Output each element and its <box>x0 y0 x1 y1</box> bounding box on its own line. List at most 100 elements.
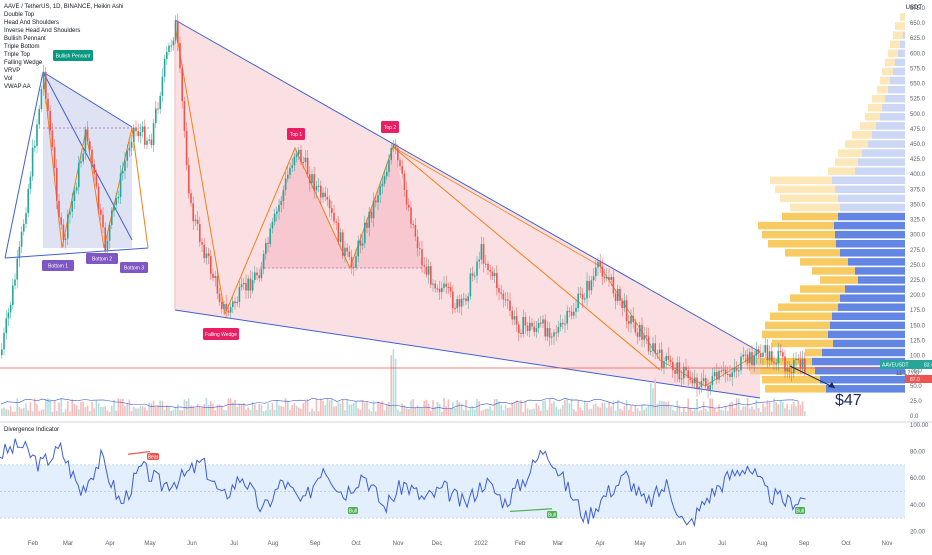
profile-bar-buy <box>836 239 905 248</box>
candle-body <box>753 355 755 366</box>
candle-body <box>155 108 157 124</box>
candle-body <box>432 283 434 285</box>
volume-bar <box>128 399 131 416</box>
x-tick-label: Oct <box>841 541 851 547</box>
candle-body <box>449 286 452 292</box>
candle-body <box>581 294 584 300</box>
volume-bar <box>568 403 571 416</box>
candle-body <box>201 241 203 245</box>
candle-body <box>163 58 166 77</box>
candle-body <box>694 377 696 384</box>
x-tick-label: Mar <box>553 541 563 547</box>
legend-item-double-top[interactable]: Double Top <box>4 12 35 18</box>
volume-bar <box>788 409 791 416</box>
candle-body <box>548 328 551 338</box>
divergence-pane-title[interactable]: Divergence Indicator <box>4 427 60 433</box>
chart-title[interactable]: AAVE / TetherUS, 1D, BINANCE, Heikin Ash… <box>4 4 124 10</box>
x-tick-label: Jul <box>718 541 726 547</box>
candle-body <box>291 165 293 168</box>
candle-body <box>342 232 344 256</box>
candle-body <box>179 42 181 69</box>
legend-item-vwap[interactable]: VWAP AA <box>4 84 31 90</box>
candle-body <box>245 282 247 291</box>
volume-bar <box>212 403 214 416</box>
volume-bar <box>744 406 747 416</box>
price-tick-label: 350.0 <box>910 202 926 208</box>
candle-body <box>709 384 711 391</box>
volume-bar <box>320 398 322 416</box>
legend-item-vrvp[interactable]: VRVP <box>4 68 21 74</box>
volume-bar <box>139 406 142 416</box>
candle-body <box>590 280 593 291</box>
candle-body <box>641 324 643 340</box>
volume-bar <box>733 408 736 416</box>
profile-bar-buy <box>855 267 905 275</box>
candle-body <box>399 160 401 167</box>
profile-bar-buy <box>880 113 905 121</box>
volume-bar <box>471 405 474 416</box>
candle-body <box>124 160 126 171</box>
volume-bar <box>687 398 689 416</box>
price-tick-label: 675.0 <box>910 6 926 12</box>
candle-body <box>595 267 597 277</box>
volume-bar <box>425 399 428 416</box>
volume-bar <box>168 406 170 416</box>
volume-bar <box>276 400 278 416</box>
candle-body <box>298 149 300 155</box>
volume-bar <box>313 411 315 416</box>
legend-item-triple-top[interactable]: Triple Top <box>4 52 31 58</box>
profile-bar-sell <box>812 267 855 275</box>
profile-bar-buy <box>838 212 905 221</box>
legend-item-triple-bottom[interactable]: Triple Bottom <box>4 44 40 50</box>
candle-body <box>14 279 16 286</box>
candle-body <box>293 156 296 166</box>
candle-body <box>471 273 474 277</box>
candle-body <box>223 304 225 310</box>
profile-bar-sell <box>750 366 815 375</box>
profile-bar-buy <box>830 321 905 330</box>
volume-bar <box>498 401 500 416</box>
legend-item-inverse-head-shoulders[interactable]: Inverse Head And Shoulders <box>4 28 81 34</box>
price-tick-label: 25.0 <box>910 399 922 405</box>
candle-body <box>273 213 276 222</box>
legend-item-head-shoulders[interactable]: Head And Shoulders <box>4 20 60 26</box>
profile-bar-sell <box>852 131 872 139</box>
legend-item-vol[interactable]: Vol <box>4 76 13 82</box>
legend-item-falling-wedge[interactable]: Falling Wedge <box>4 60 43 66</box>
candle-body <box>344 247 346 256</box>
volume-bar <box>381 401 384 416</box>
candle-body <box>452 291 454 309</box>
profile-bar-buy <box>835 185 905 194</box>
volume-bar <box>51 411 54 416</box>
candle-body <box>491 271 494 277</box>
profile-bar-sell <box>835 158 858 166</box>
volume-bar <box>790 404 793 416</box>
legend-item-bullish-pennant[interactable]: Bullish Pennant <box>4 36 46 42</box>
volume-bar <box>768 401 771 416</box>
candle-body <box>801 358 804 369</box>
profile-bar-sell <box>895 22 905 30</box>
volume-bar <box>306 399 309 416</box>
profile-bar-sell <box>900 13 905 21</box>
volume-bar <box>801 401 804 416</box>
volume-bar <box>126 402 128 416</box>
price-tag2-value: 87.0 <box>910 377 920 383</box>
profile-bar-buy <box>876 122 905 130</box>
volume-bar <box>652 388 654 416</box>
volume-bar <box>685 411 687 416</box>
candle-body <box>89 141 91 150</box>
candle-body <box>788 367 791 373</box>
profile-bar-sell <box>790 203 840 212</box>
volume-bar <box>192 406 194 416</box>
candle-body <box>782 352 784 357</box>
volume-bar <box>133 406 135 416</box>
candle-body <box>364 222 366 244</box>
volume-bar <box>12 411 14 416</box>
rsi-tick-label: 100.00 <box>910 423 929 429</box>
candle-body <box>447 286 450 288</box>
candle-body <box>196 219 199 225</box>
volume-bar <box>100 406 102 416</box>
candle-body <box>632 315 634 322</box>
volume-bar <box>634 405 637 416</box>
